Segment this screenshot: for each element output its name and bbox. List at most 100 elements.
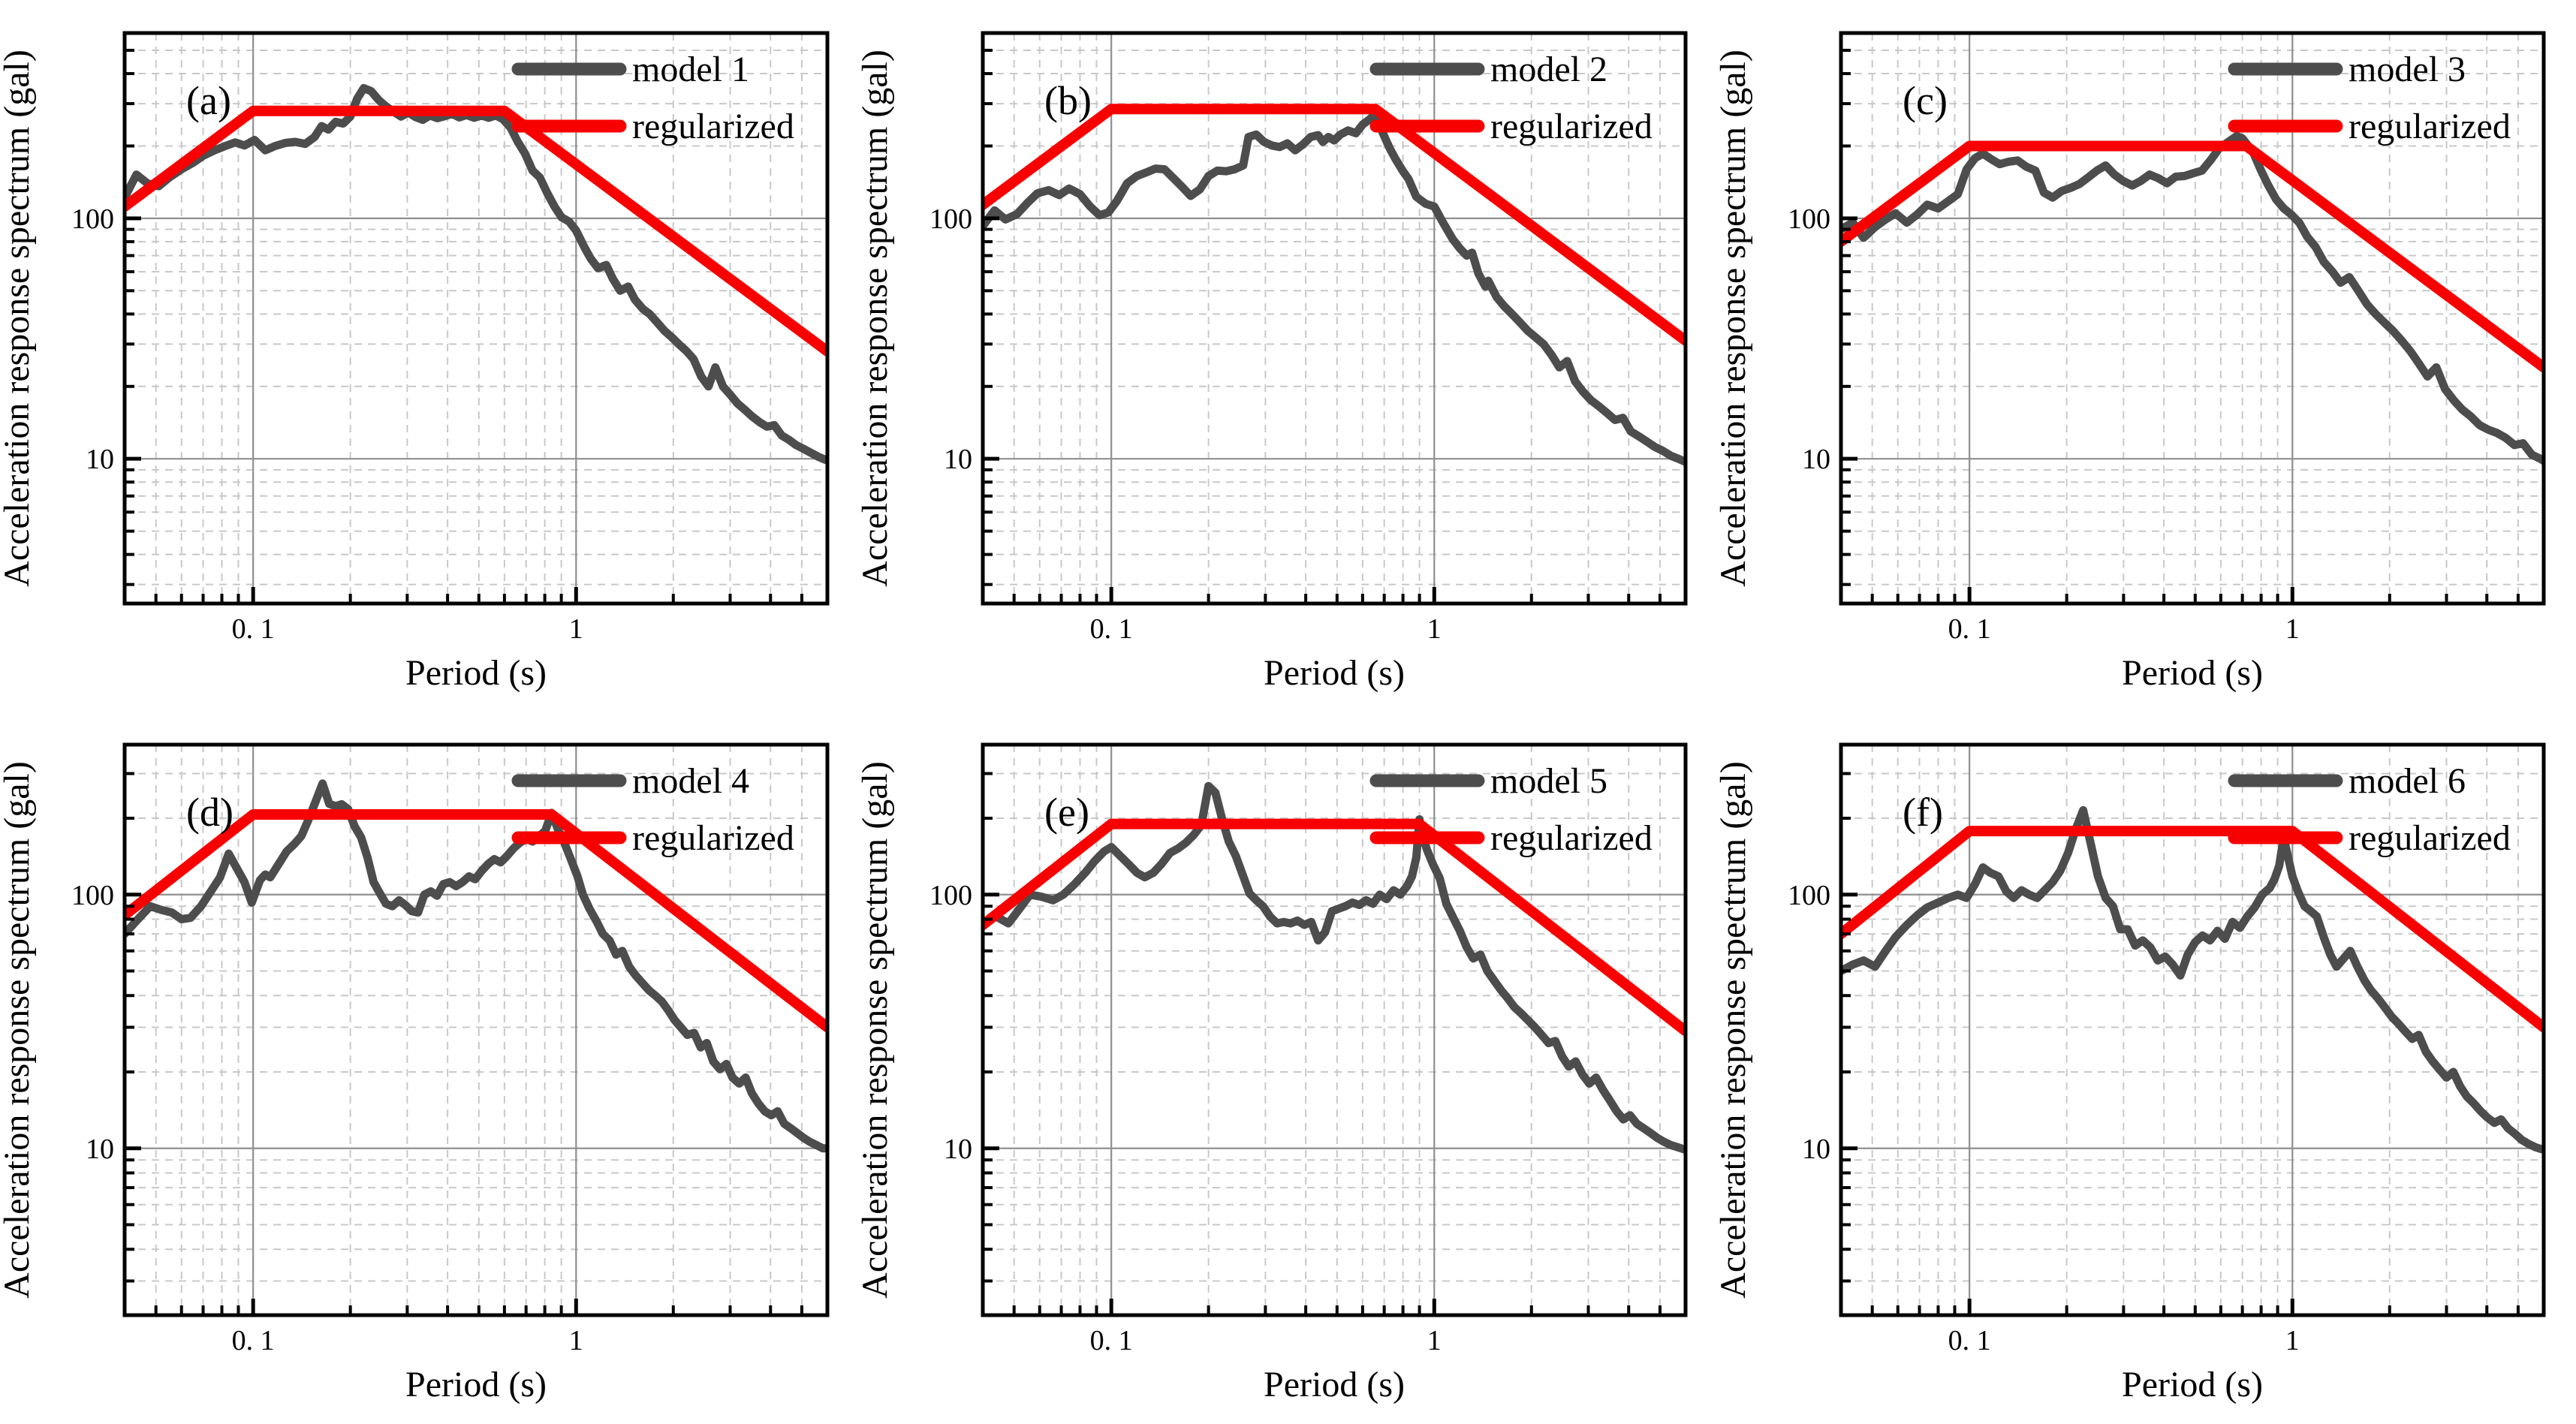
y-axis-label: Acceleration response spectrum (gal) [858, 50, 895, 587]
panel-letter: (f) [1903, 790, 1943, 835]
grid-minor [1841, 745, 2544, 1315]
regularized-line [983, 104, 1686, 346]
x-axis-label: Period (s) [405, 653, 547, 693]
model-1-line [125, 83, 827, 465]
grid-minor [983, 745, 1686, 1315]
chart-c: 0. 1 1 10 100 Period (s) Acceleration respons… [1716, 31, 2546, 693]
plot-frame [122, 742, 830, 1317]
grid-minor [1841, 33, 2544, 604]
y-tick-label: 100 [929, 880, 972, 911]
model-2-line [983, 110, 1686, 466]
legend: model 6 regularized [2228, 761, 2511, 858]
plot-frame [122, 31, 830, 606]
y-axis-label: Acceleration response spectrum (gal) [1716, 50, 1753, 587]
x-axis-label: Period (s) [2122, 653, 2263, 693]
legend-label: regularized [2349, 818, 2511, 858]
series-group [1841, 131, 2544, 465]
panel-c: 0. 1 1 10 100 Period (s) Acceleration respons… [1716, 0, 2576, 712]
y-tick-label: 10 [944, 444, 972, 475]
model-5-line [983, 781, 1686, 1154]
x-tick-label: 0. 1 [1090, 613, 1133, 645]
legend-label: regularized [1490, 818, 1653, 858]
y-axis-label: Acceleration response spectrum (gal) [0, 761, 37, 1299]
x-axis-label: Period (s) [1264, 1365, 1405, 1404]
x-tick-label: 1 [1427, 613, 1442, 645]
model-6-line [1841, 805, 2544, 1154]
series-group [125, 83, 827, 465]
legend-label: model 6 [2349, 761, 2466, 801]
series-group [983, 781, 1686, 1154]
x-axis-label: Period (s) [405, 1365, 547, 1404]
y-tick-label: 100 [1788, 203, 1830, 235]
legend-label: model 5 [1490, 761, 1607, 801]
panel-e: 0. 1 1 10 100 Period (s) Acceleration respons… [858, 712, 1716, 1424]
x-tick-label: 0. 1 [1948, 613, 1991, 645]
legend-label: regularized [2349, 107, 2511, 146]
grid-minor [125, 745, 827, 1315]
x-axis-label: Period (s) [2122, 1365, 2263, 1404]
y-axis-label: Acceleration response spectrum (gal) [0, 50, 37, 587]
series-group [1841, 805, 2544, 1154]
legend: model 1 regularized [511, 50, 794, 146]
chart-d: 0. 1 1 10 100 Period (s) Acceleration respons… [0, 742, 830, 1404]
x-tick-label: 0. 1 [1090, 1325, 1133, 1356]
legend-label: model 1 [632, 50, 749, 89]
legend-label: regularized [632, 107, 794, 146]
y-axis-label: Acceleration response spectrum (gal) [1716, 761, 1753, 1299]
x-tick-label: 0. 1 [1948, 1325, 1991, 1356]
legend: model 5 regularized [1369, 761, 1653, 858]
panel-letter: (b) [1044, 78, 1092, 123]
legend-label: model 2 [1490, 50, 1607, 89]
panel-a: 0. 1 1 10 100 Period (s) Acceleration respons… [0, 0, 858, 712]
panel-letter: (c) [1903, 78, 1948, 123]
panel-f: 0. 1 1 10 100 Period (s) Acceleration respons… [1716, 712, 2576, 1424]
y-tick-label: 10 [86, 1133, 114, 1165]
y-tick-label: 10 [944, 1133, 972, 1165]
y-tick-label: 10 [1802, 444, 1830, 475]
legend-label: regularized [632, 818, 794, 858]
y-tick-label: 100 [1788, 880, 1830, 911]
x-axis-label: Period (s) [1264, 653, 1405, 693]
panel-letter: (a) [186, 78, 231, 123]
series-group [125, 779, 827, 1153]
regularized-line [125, 105, 827, 357]
grid-major [125, 745, 827, 1315]
plot-frame [1839, 31, 2546, 606]
x-tick-label: 1 [569, 613, 583, 645]
regularized-line [983, 818, 1686, 1037]
plot-frame [981, 31, 1688, 606]
x-tick-label: 1 [1427, 1325, 1442, 1356]
regularized-line [125, 809, 827, 1033]
model-3-line [1841, 131, 2544, 465]
regularized-line [1841, 140, 2544, 373]
legend-label: regularized [1490, 107, 1653, 146]
model-4-line [125, 779, 827, 1153]
y-tick-label: 100 [71, 880, 114, 911]
chart-a: 0. 1 1 10 100 Period (s) Acceleration respons… [0, 31, 830, 693]
y-tick-label: 10 [86, 444, 114, 475]
panel-d: 0. 1 1 10 100 Period (s) Acceleration respons… [0, 712, 858, 1424]
y-tick-label: 100 [71, 203, 114, 235]
legend-label: model 3 [2349, 50, 2466, 89]
legend: model 2 regularized [1369, 50, 1653, 146]
x-tick-label: 1 [569, 1325, 583, 1356]
chart-f: 0. 1 1 10 100 Period (s) Acceleration respons… [1716, 742, 2546, 1404]
panel-letter: (d) [186, 790, 233, 835]
panel-b: 0. 1 1 10 100 Period (s) Acceleration respons… [858, 0, 1716, 712]
legend: model 3 regularized [2228, 50, 2511, 146]
plot-frame [1839, 742, 2546, 1317]
plot-frame [981, 742, 1688, 1317]
x-tick-label: 1 [2285, 1325, 2300, 1356]
chart-b: 0. 1 1 10 100 Period (s) Acceleration respons… [858, 31, 1688, 693]
y-tick-label: 100 [929, 203, 972, 235]
panel-letter: (e) [1044, 790, 1089, 835]
x-tick-label: 0. 1 [232, 613, 275, 645]
y-axis-label: Acceleration response spectrum (gal) [858, 761, 895, 1299]
chart-e: 0. 1 1 10 100 Period (s) Acceleration respons… [858, 742, 1688, 1404]
x-tick-label: 0. 1 [232, 1325, 275, 1356]
x-tick-label: 1 [2285, 613, 2300, 645]
regularized-line [1841, 826, 2544, 1033]
legend-label: model 4 [632, 761, 749, 801]
series-group [983, 104, 1686, 466]
